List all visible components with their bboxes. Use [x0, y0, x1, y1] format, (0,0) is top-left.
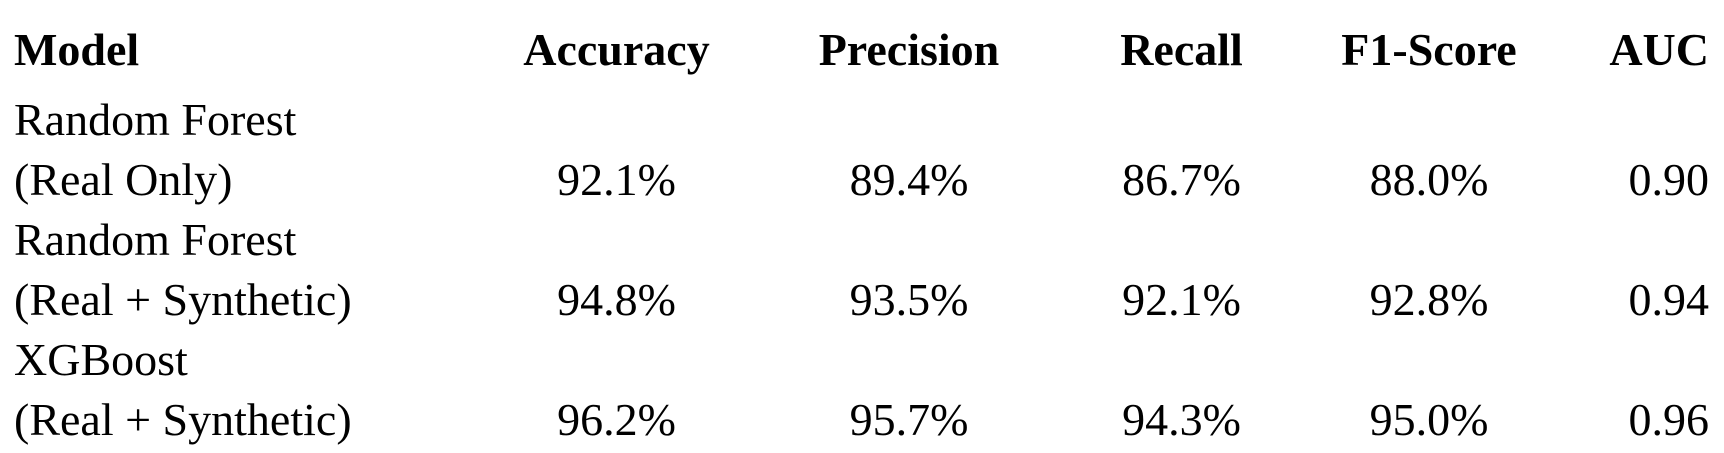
- cell-model: Random Forest (Real Only): [14, 90, 489, 210]
- recall-value: 94.3%: [1122, 394, 1241, 445]
- cell-auc: 0.94: [1569, 210, 1710, 330]
- accuracy-value: 96.2%: [557, 394, 676, 445]
- model-name: Random Forest: [14, 94, 297, 145]
- auc-value: 0.96: [1628, 394, 1710, 445]
- table-body: Random Forest (Real Only) 92.1% 89.4% 86…: [14, 90, 1709, 450]
- recall-value: 86.7%: [1122, 154, 1241, 205]
- cell-accuracy: 96.2%: [489, 330, 744, 450]
- cell-recall: 92.1%: [1074, 210, 1289, 330]
- model-variant: (Real + Synthetic): [14, 274, 352, 325]
- cell-model: XGBoost (Real + Synthetic): [14, 330, 489, 450]
- model-variant: (Real + Synthetic): [14, 394, 352, 445]
- f1-score-value: 92.8%: [1369, 274, 1489, 325]
- cell-precision: 93.5%: [744, 210, 1074, 330]
- cell-accuracy: 94.8%: [489, 210, 744, 330]
- model-name: XGBoost: [14, 334, 188, 385]
- recall-value: 92.1%: [1122, 274, 1241, 325]
- cell-precision: 89.4%: [744, 90, 1074, 210]
- auc-value: 0.94: [1628, 274, 1710, 325]
- model-name: Random Forest: [14, 214, 297, 265]
- header-accuracy: Accuracy: [523, 24, 710, 75]
- cell-auc: 0.96: [1569, 330, 1710, 450]
- table-row: XGBoost (Real + Synthetic) 96.2% 95.7% 9…: [14, 330, 1709, 450]
- accuracy-value: 94.8%: [557, 274, 676, 325]
- cell-recall: 86.7%: [1074, 90, 1289, 210]
- f1-score-value: 88.0%: [1369, 154, 1489, 205]
- header-precision: Precision: [818, 24, 1000, 75]
- cell-f1-score: 95.0%: [1289, 330, 1569, 450]
- model-variant: (Real Only): [14, 154, 233, 205]
- cell-f1-score: 92.8%: [1289, 210, 1569, 330]
- header-recall: Recall: [1120, 24, 1243, 75]
- table-header: Model Accuracy Precision Recall F1-Score…: [14, 10, 1709, 90]
- cell-f1-score: 88.0%: [1289, 90, 1569, 210]
- precision-value: 89.4%: [849, 154, 969, 205]
- cell-auc: 0.90: [1569, 90, 1710, 210]
- header-row: Model Accuracy Precision Recall F1-Score…: [14, 10, 1709, 90]
- f1-score-value: 95.0%: [1369, 394, 1489, 445]
- cell-model: Random Forest (Real + Synthetic): [14, 210, 489, 330]
- cell-accuracy: 92.1%: [489, 90, 744, 210]
- results-table: Model Accuracy Precision Recall F1-Score…: [14, 10, 1709, 450]
- cell-precision: 95.7%: [744, 330, 1074, 450]
- precision-value: 93.5%: [849, 274, 969, 325]
- accuracy-value: 92.1%: [557, 154, 676, 205]
- cell-recall: 94.3%: [1074, 330, 1289, 450]
- table-row: Random Forest (Real + Synthetic) 94.8% 9…: [14, 210, 1709, 330]
- header-f1-score: F1-Score: [1341, 24, 1517, 75]
- header-model: Model: [14, 24, 140, 75]
- table-row: Random Forest (Real Only) 92.1% 89.4% 86…: [14, 90, 1709, 210]
- precision-value: 95.7%: [849, 394, 969, 445]
- header-auc: AUC: [1609, 24, 1709, 75]
- auc-value: 0.90: [1628, 154, 1710, 205]
